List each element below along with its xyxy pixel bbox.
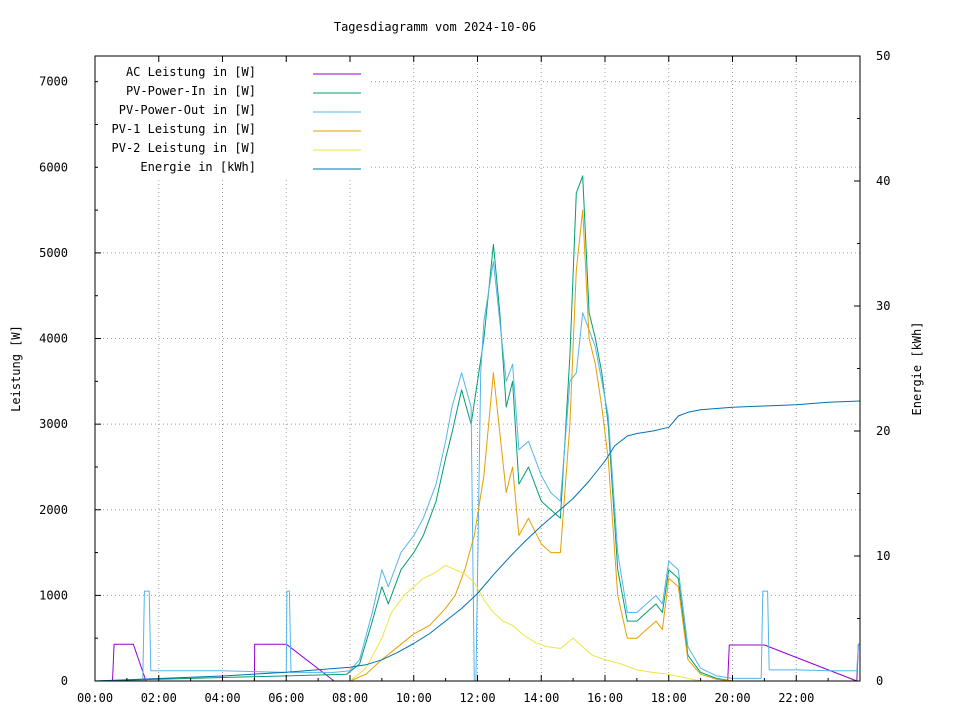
y2-axis-label: Energie [kWh] <box>910 322 924 416</box>
legend-entry-label: PV-Power-In in [W] <box>126 84 256 98</box>
y-tick-label: 2000 <box>39 503 68 517</box>
y-tick-label: 4000 <box>39 332 68 346</box>
y2-tick-label: 10 <box>876 549 890 563</box>
x-tick-label: 04:00 <box>204 691 240 705</box>
y2-tick-label: 40 <box>876 174 890 188</box>
y-tick-label: 1000 <box>39 588 68 602</box>
y2-tick-label: 50 <box>876 49 890 63</box>
legend-entry-label: PV-1 Leistung in [W] <box>112 122 257 136</box>
y-tick-label: 5000 <box>39 246 68 260</box>
y-tick-label: 3000 <box>39 417 68 431</box>
legend: AC Leistung in [W] PV-Power-In in [W] PV-P… <box>98 62 368 180</box>
x-tick-label: 18:00 <box>651 691 687 705</box>
x-tick-label: 22:00 <box>778 691 814 705</box>
series-line-4 <box>95 564 860 682</box>
legend-entry-label: Energie in [kWh] <box>140 160 256 174</box>
axes: 00:00 02:00 04:00 06:00 08:00 10:00 12:00 14:00… <box>39 49 890 705</box>
legend-entry-label: AC Leistung in [W] <box>126 65 256 79</box>
legend-entry-label: PV-Power-Out in [W] <box>119 103 256 117</box>
series-line-5 <box>94 400 861 682</box>
series-line-1 <box>94 175 860 682</box>
y-axis-label: Leistung [W] <box>9 325 23 412</box>
x-tick-label: 20:00 <box>714 691 750 705</box>
y-tick-label: 7000 <box>39 75 68 89</box>
x-tick-label: 06:00 <box>268 691 304 705</box>
x-tick-label: 00:00 <box>77 691 113 705</box>
y-tick-label: 6000 <box>39 160 68 174</box>
legend-entry-label: PV-2 Leistung in [W] <box>112 141 257 155</box>
legend-box <box>98 62 368 180</box>
x-tick-label: 08:00 <box>332 691 368 705</box>
x-tick-label: 16:00 <box>587 691 623 705</box>
chart-title: Tagesdiagramm vom 2024-10-06 <box>334 20 536 34</box>
y2-tick-label: 30 <box>876 299 890 313</box>
x-tick-label: 02:00 <box>141 691 177 705</box>
x-tick-label: 12:00 <box>459 691 495 705</box>
x-tick-label: 10:00 <box>396 691 432 705</box>
x-tick-label: 14:00 <box>523 691 559 705</box>
y2-tick-label: 0 <box>876 674 883 688</box>
plot-frame <box>94 55 861 682</box>
y2-tick-label: 20 <box>876 424 890 438</box>
y-tick-label: 0 <box>61 674 68 688</box>
series-line-3 <box>95 209 860 682</box>
series-line-2 <box>95 261 860 682</box>
